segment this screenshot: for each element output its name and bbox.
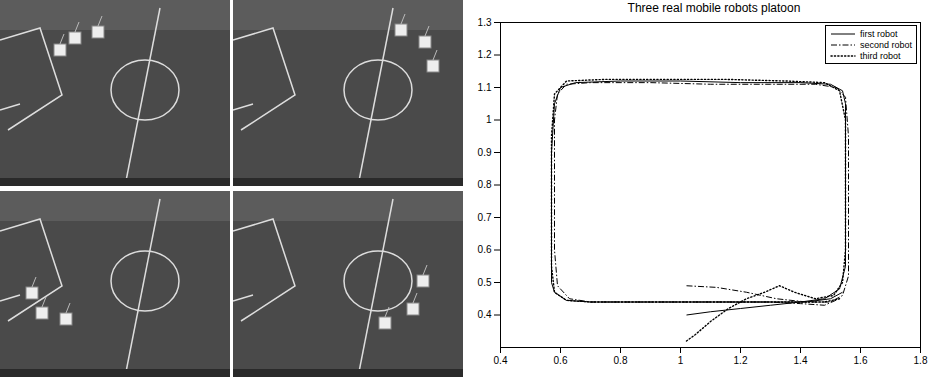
svg-text:1.1: 1.1 xyxy=(478,82,492,93)
svg-text:0.8: 0.8 xyxy=(478,179,492,190)
svg-text:1: 1 xyxy=(486,114,492,125)
svg-text:1: 1 xyxy=(678,355,684,366)
html-text:first robot: first robot xyxy=(860,28,898,39)
svg-text:1.4: 1.4 xyxy=(794,355,808,366)
svg-text:0.6: 0.6 xyxy=(554,355,568,366)
svg-text:1.2: 1.2 xyxy=(734,355,748,366)
svg-text:1.2: 1.2 xyxy=(478,49,492,60)
svg-text:0.7: 0.7 xyxy=(478,212,492,223)
html-text:third robot: third robot xyxy=(860,50,901,61)
svg-text:1.6: 1.6 xyxy=(854,355,868,366)
html-text:Three real mobile robots plato: Three real mobile robots platoon xyxy=(627,1,801,15)
svg-text:0.5: 0.5 xyxy=(478,277,492,288)
svg-text:1.8: 1.8 xyxy=(914,355,928,366)
html-text:second robot: second robot xyxy=(860,39,912,50)
svg-text:0.9: 0.9 xyxy=(478,147,492,158)
svg-text:0.8: 0.8 xyxy=(614,355,628,366)
svg-text:1.3: 1.3 xyxy=(478,17,492,28)
svg-text:0.4: 0.4 xyxy=(478,309,492,320)
svg-text:0.6: 0.6 xyxy=(478,244,492,255)
svg-text:0.4: 0.4 xyxy=(494,355,508,366)
